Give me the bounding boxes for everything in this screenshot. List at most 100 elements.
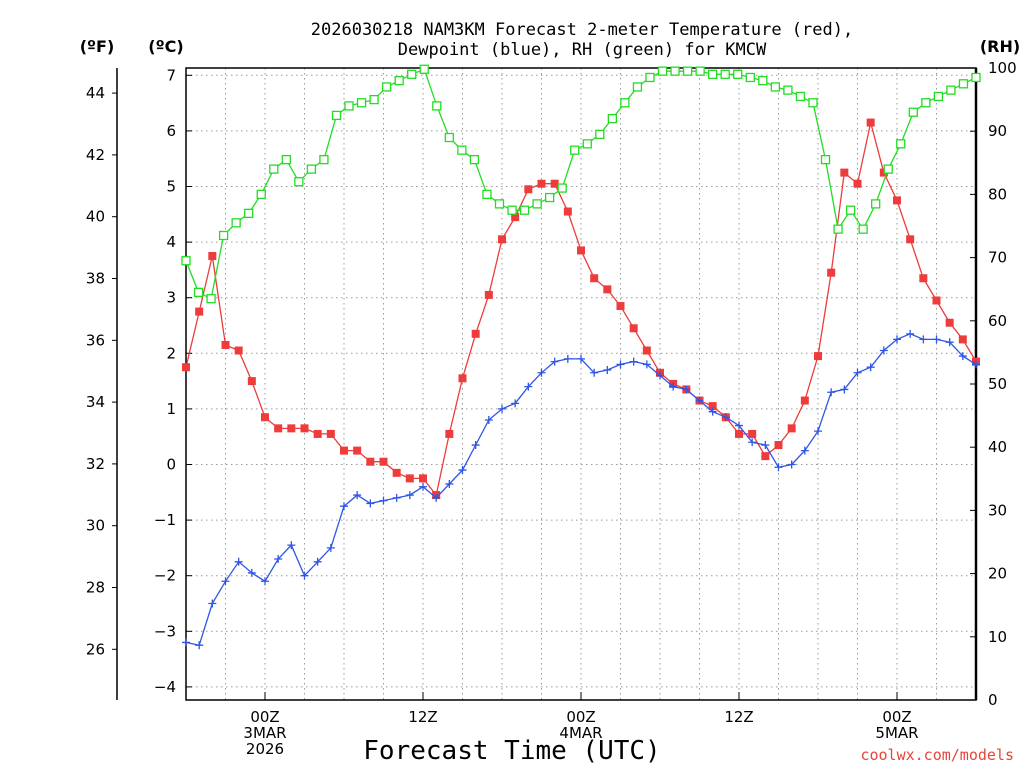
rh-point (845, 205, 856, 215)
rh-point (682, 66, 693, 76)
chart-axes (112, 67, 978, 701)
dewpoint-point (919, 335, 928, 344)
rh-point (770, 82, 781, 92)
dewpoint-point (563, 354, 572, 363)
dewpoint-point (458, 466, 467, 475)
series-line-rh (185, 68, 977, 300)
fahrenheit-tick-label: 40 (86, 208, 105, 226)
temperature-point (261, 413, 269, 422)
rh-point (356, 98, 367, 108)
temperature-point (642, 346, 651, 355)
temperature-point (274, 424, 283, 433)
rh-point (407, 69, 417, 79)
temperature-point (550, 179, 559, 188)
rh-point (394, 75, 404, 86)
dewpoint-point (274, 555, 283, 564)
rh-point (720, 69, 730, 79)
rh-point (256, 189, 266, 200)
rh-point (419, 64, 429, 74)
rh-point (695, 66, 705, 76)
dewpoint-point (695, 396, 704, 405)
temperature-point (563, 207, 572, 216)
temperature-point (353, 446, 362, 455)
temperature-point (590, 274, 599, 283)
chart-title-line1: 2026030218 NAM3KM Forecast 2-meter Tempe… (311, 20, 853, 40)
rh-point (607, 113, 617, 124)
rh-point (532, 199, 542, 209)
dewpoint-point (195, 641, 204, 650)
temperature-point (958, 335, 967, 344)
rh-point (620, 98, 630, 108)
temperature-point (629, 324, 638, 333)
series-rh (181, 64, 981, 304)
temperature-point (827, 268, 836, 277)
x-tick-label: 00Z (882, 708, 911, 726)
dewpoint-point (326, 543, 335, 552)
data-series (181, 64, 981, 650)
dewpoint-point (379, 496, 388, 505)
temperature-point (445, 429, 454, 438)
rh-point (570, 145, 580, 155)
grid-lines (186, 68, 976, 700)
dewpoint-point (511, 399, 520, 408)
dewpoint-point (445, 479, 454, 488)
dewpoint-point (208, 599, 217, 608)
rh-point (871, 199, 881, 209)
rh-point (432, 101, 442, 111)
rh-point (657, 66, 668, 76)
fahrenheit-tick-label: 42 (86, 146, 105, 164)
dewpoint-point (642, 360, 651, 369)
rh-point (344, 101, 354, 111)
dewpoint-point (498, 404, 506, 413)
dewpoint-point (234, 557, 243, 566)
dewpoint-point (814, 427, 822, 436)
x-tick-label: 12Z (724, 708, 753, 726)
dewpoint-point (827, 388, 836, 397)
rh-point (858, 224, 868, 234)
x-tick-label: 12Z (408, 708, 437, 726)
fahrenheit-tick-label: 26 (86, 640, 105, 658)
rh-point (896, 139, 906, 149)
chart-title-line2: Dewpoint (blue), RH (green) for KMCW (398, 40, 767, 60)
rh-point (883, 164, 893, 174)
rh-point (519, 205, 530, 215)
temperature-point (234, 346, 243, 355)
dewpoint-point (682, 385, 691, 394)
rh-point (958, 79, 969, 89)
dewpoint-point (247, 568, 256, 577)
dewpoint-point (906, 329, 915, 338)
tick-labels: 76543210−1−2−3−4444240383634323028261009… (86, 59, 1017, 758)
temperature-point (392, 468, 401, 477)
temperature-point (419, 474, 427, 483)
temperature-point (748, 429, 757, 438)
x-axis-label: Forecast Time (UTC) (363, 736, 660, 766)
dewpoint-point (313, 557, 322, 566)
rh-point (331, 110, 342, 121)
temperature-point (511, 213, 520, 222)
celsius-tick-label: 6 (166, 122, 176, 140)
dewpoint-point (787, 460, 796, 469)
fahrenheit-tick-label: 36 (86, 331, 105, 349)
rh-point (181, 256, 191, 266)
dewpoint-point (405, 491, 414, 500)
rh-point (795, 91, 806, 102)
dewpoint-point (524, 382, 533, 391)
temperature-point (708, 402, 717, 411)
temperature-point (774, 441, 783, 450)
x-tick-label: 3MAR (243, 724, 286, 742)
celsius-tick-label: 4 (166, 233, 176, 251)
rh-tick-label: 10 (988, 628, 1007, 646)
temperature-point (893, 196, 901, 205)
temperature-point (932, 296, 941, 305)
temperature-point (537, 179, 546, 188)
temperature-point (919, 274, 928, 283)
temperature-point (340, 446, 348, 455)
dewpoint-point (735, 421, 743, 430)
temperature-point (484, 290, 493, 299)
rh-tick-label: 30 (988, 501, 1007, 519)
dewpoint-point (471, 441, 480, 450)
rh-tick-label: 0 (988, 691, 998, 709)
dewpoint-point (853, 368, 862, 377)
rh-tick-label: 90 (988, 122, 1007, 140)
dewpoint-point (590, 368, 599, 377)
